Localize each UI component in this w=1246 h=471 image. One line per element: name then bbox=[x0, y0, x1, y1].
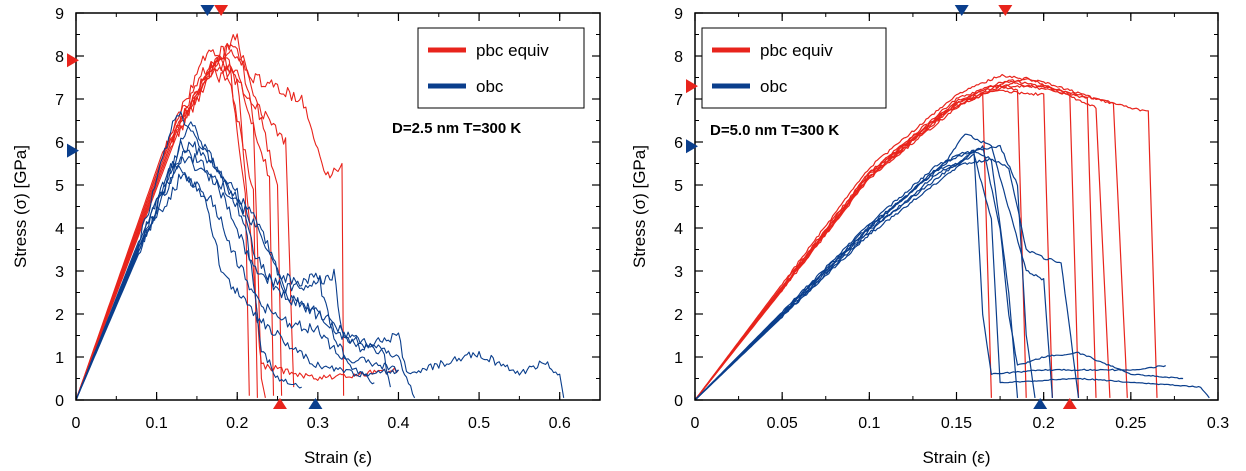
series-line bbox=[76, 173, 399, 400]
series-layer bbox=[76, 33, 565, 400]
series-line bbox=[695, 149, 1080, 400]
legend: pbc equiv obc bbox=[417, 27, 585, 109]
critical-markers bbox=[686, 5, 1077, 409]
critical-marker bbox=[686, 79, 698, 94]
series-line bbox=[695, 149, 1166, 400]
critical-marker bbox=[1033, 398, 1048, 409]
x-axis-label: Strain (ε) bbox=[922, 448, 990, 467]
condition-annotation: D=5.0 nm T=300 K bbox=[710, 122, 839, 139]
series-layer bbox=[695, 73, 1210, 400]
condition-annotation: D=2.5 nm T=300 K bbox=[392, 120, 521, 137]
x-tick-label: 0 bbox=[72, 415, 81, 432]
series-line bbox=[695, 92, 992, 400]
y-tick-label: 9 bbox=[674, 6, 683, 23]
x-tick-label: 0.3 bbox=[307, 415, 329, 432]
y-tick-label: 7 bbox=[55, 92, 64, 109]
axis-ticks: 0 0.1 0.2 0.3 0.4 0.5 0.6 0 1 2 3 4 5 6 7 8 9 bbox=[55, 6, 601, 432]
x-tick-label: 0.5 bbox=[468, 415, 490, 432]
chart-panel-right: 0 0.05 0.1 0.15 0.2 0.25 0.3 0 1 2 3 4 5 6 7 8 9 Strain … bbox=[630, 5, 1229, 467]
series-line bbox=[76, 56, 295, 400]
critical-marker bbox=[686, 139, 698, 154]
y-tick-label: 4 bbox=[55, 221, 64, 238]
legend-label-obc: obc bbox=[476, 77, 504, 96]
x-tick-label: 0.3 bbox=[1207, 415, 1229, 432]
y-tick-label: 3 bbox=[55, 264, 64, 281]
critical-marker bbox=[1062, 398, 1077, 409]
critical-marker bbox=[272, 398, 287, 409]
series-line bbox=[76, 49, 250, 400]
y-tick-label: 0 bbox=[55, 393, 64, 410]
legend-label-pbc: pbc equiv bbox=[760, 41, 833, 60]
y-tick-label: 6 bbox=[55, 135, 64, 152]
x-tick-label: 0 bbox=[691, 415, 700, 432]
legend-box bbox=[701, 27, 887, 109]
series-line bbox=[76, 65, 258, 400]
y-tick-label: 3 bbox=[674, 264, 683, 281]
critical-marker bbox=[998, 5, 1013, 16]
y-tick-label: 1 bbox=[55, 350, 64, 367]
x-tick-label: 0.2 bbox=[1033, 415, 1055, 432]
y-tick-label: 7 bbox=[674, 92, 683, 109]
series-line bbox=[76, 163, 399, 400]
series-line bbox=[76, 42, 345, 400]
y-tick-label: 6 bbox=[674, 135, 683, 152]
series-line bbox=[695, 157, 1019, 400]
legend: pbc equiv obc bbox=[701, 27, 887, 109]
y-tick-label: 8 bbox=[674, 49, 683, 66]
series-line bbox=[76, 58, 275, 400]
critical-marker bbox=[954, 5, 969, 16]
critical-marker bbox=[67, 143, 79, 158]
chart-panel-left: 0 0.1 0.2 0.3 0.4 0.5 0.6 0 1 2 3 4 5 6 7 8 9 Strain (ε)… bbox=[11, 5, 601, 467]
series-line bbox=[76, 61, 399, 400]
x-tick-label: 0.1 bbox=[858, 415, 880, 432]
critical-marker bbox=[308, 398, 323, 409]
y-tick-label: 2 bbox=[55, 307, 64, 324]
x-tick-label: 0.05 bbox=[767, 415, 798, 432]
y-tick-label: 2 bbox=[674, 307, 683, 324]
y-axis-label: Stress (σ) [GPa] bbox=[11, 145, 30, 268]
y-axis-label: Stress (σ) [GPa] bbox=[630, 145, 649, 268]
x-tick-label: 0.15 bbox=[941, 415, 972, 432]
series-line bbox=[695, 145, 1184, 400]
critical-markers bbox=[67, 5, 323, 409]
x-axis-label: Strain (ε) bbox=[304, 448, 372, 467]
legend-box bbox=[417, 27, 585, 109]
y-tick-label: 4 bbox=[674, 221, 683, 238]
x-tick-label: 0.2 bbox=[226, 415, 248, 432]
series-line bbox=[695, 153, 1210, 400]
series-line bbox=[76, 121, 565, 400]
axis-ticks: 0 0.05 0.1 0.15 0.2 0.25 0.3 0 1 2 3 4 5 6 7 8 9 bbox=[674, 6, 1229, 432]
critical-marker bbox=[200, 5, 215, 16]
critical-marker bbox=[67, 53, 79, 68]
x-tick-label: 0.1 bbox=[145, 415, 167, 432]
y-tick-label: 0 bbox=[674, 393, 683, 410]
y-tick-label: 5 bbox=[674, 178, 683, 195]
x-tick-label: 0.6 bbox=[549, 415, 571, 432]
legend-label-obc: obc bbox=[760, 77, 788, 96]
x-tick-label: 0.25 bbox=[1115, 415, 1146, 432]
series-line bbox=[76, 141, 302, 400]
y-tick-label: 9 bbox=[55, 6, 64, 23]
series-line bbox=[695, 73, 1158, 400]
y-tick-label: 1 bbox=[674, 350, 683, 367]
series-line bbox=[76, 156, 391, 400]
x-tick-label: 0.4 bbox=[387, 415, 409, 432]
critical-marker bbox=[214, 5, 229, 16]
legend-label-pbc: pbc equiv bbox=[476, 41, 549, 60]
y-tick-label: 8 bbox=[55, 49, 64, 66]
series-line bbox=[695, 84, 1027, 400]
y-tick-label: 5 bbox=[55, 178, 64, 195]
series-line bbox=[76, 33, 266, 400]
